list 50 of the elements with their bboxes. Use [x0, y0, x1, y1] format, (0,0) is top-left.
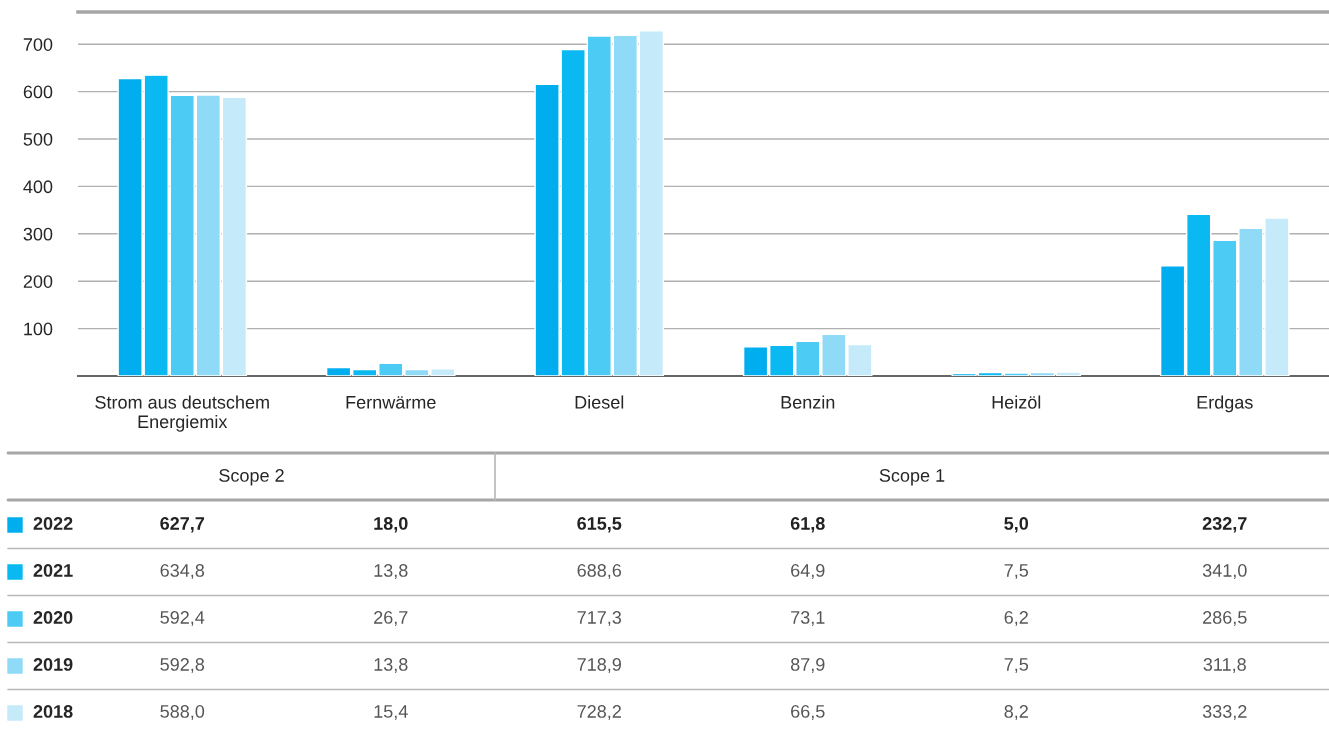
- data-label: 232,7: [1202, 517, 1247, 533]
- data-label: 333,2: [1202, 705, 1247, 720]
- y-tick-label: 500: [23, 132, 53, 146]
- text: Scope 2: [219, 469, 284, 486]
- y-tick-label: 400: [23, 180, 53, 194]
- data-label: 7,5: [1004, 564, 1029, 579]
- legend-label: 2022: [33, 517, 73, 530]
- data-label: 592,8: [160, 658, 205, 673]
- data-label: 13,8: [374, 564, 408, 579]
- legend-label: 2021: [33, 564, 73, 577]
- x-tick-label: Fernwärme: [346, 396, 436, 409]
- legend-label: 2018: [33, 705, 73, 718]
- data-label: 87,9: [790, 658, 825, 673]
- data-label: 5,0: [1004, 517, 1029, 533]
- data-label: 341,0: [1202, 564, 1247, 579]
- data-label: 13,8: [374, 658, 408, 673]
- data-label: 627,7: [160, 517, 205, 533]
- y-tick-label: 100: [24, 322, 53, 336]
- data-label: 61,8: [790, 517, 825, 533]
- data-label: 6,2: [1004, 611, 1028, 626]
- data-label: 717,3: [577, 611, 622, 626]
- y-tick-label: 700: [23, 38, 53, 51]
- y-tick-label: 200: [23, 275, 53, 288]
- data-label: 26,7: [374, 611, 408, 626]
- data-label: 688,6: [577, 564, 622, 579]
- text: Scope 1: [879, 469, 945, 486]
- data-label: 728,2: [577, 705, 621, 720]
- data-label: 7,5: [1004, 658, 1029, 673]
- legend-label: 2020: [33, 611, 73, 624]
- legend-label: 2019: [33, 658, 73, 671]
- data-label: 311,8: [1203, 658, 1246, 673]
- data-label: 588,0: [160, 705, 205, 720]
- y-tick-label: 600: [23, 85, 53, 99]
- data-label: 8,2: [1004, 705, 1028, 720]
- y-tick-label: 300: [23, 227, 53, 241]
- x-tick-label: Erdgas: [1197, 395, 1253, 413]
- data-label: 634,8: [160, 564, 205, 579]
- data-label: 64,9: [791, 564, 825, 579]
- x-tick-label: Strom aus deutschem Energiemix: [95, 395, 269, 432]
- x-tick-label: Heizöl: [992, 395, 1041, 409]
- data-label: 718,9: [577, 658, 621, 673]
- data-label: 66,5: [791, 705, 825, 720]
- x-tick-label: Diesel: [575, 395, 624, 409]
- data-label: 592,4: [160, 611, 205, 626]
- data-label: 18,0: [374, 517, 408, 533]
- data-label: 73,1: [791, 611, 825, 626]
- x-tick-label: Benzin: [781, 395, 835, 409]
- data-label: 15,4: [374, 705, 408, 720]
- data-label: 615,5: [577, 517, 622, 533]
- data-label: 286,5: [1203, 611, 1247, 626]
